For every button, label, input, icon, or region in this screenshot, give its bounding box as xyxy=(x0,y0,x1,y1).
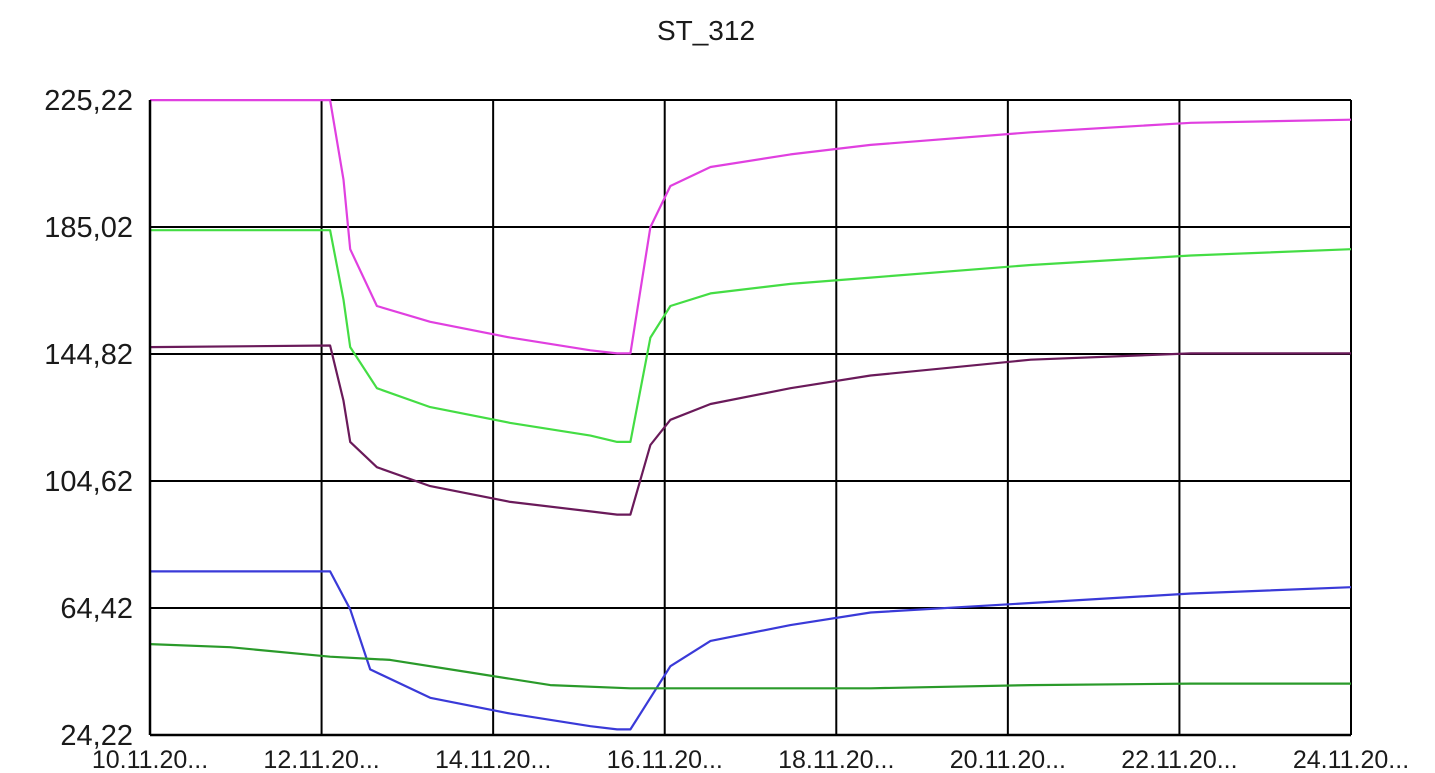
x-tick-label: 10.11.20... xyxy=(92,746,208,773)
chart-title: ST_312 xyxy=(657,15,755,46)
y-tick-label: 185,02 xyxy=(44,212,133,244)
x-tick-label: 16.11.20... xyxy=(607,746,723,773)
y-axis: 225,22 185,02 144,82 104,62 64,42 24,22 xyxy=(44,85,133,752)
series-line-4 xyxy=(150,570,1352,731)
x-tick-label: 14.11.20... xyxy=(435,746,551,773)
x-tick-label: 20.11.20... xyxy=(950,746,1066,773)
series-line-1 xyxy=(150,98,1352,355)
y-tick-label: 104,62 xyxy=(44,466,133,498)
y-tick-label: 144,82 xyxy=(44,339,133,371)
grid xyxy=(149,99,1352,736)
x-tick-label: 12.11.20... xyxy=(263,746,379,773)
x-axis: 10.11.20... 12.11.20... 14.11.20... 16.11.2… xyxy=(92,746,1409,773)
y-tick-label: 64,42 xyxy=(60,593,133,625)
plot-frame xyxy=(148,100,1351,737)
y-tick-label: 225,22 xyxy=(44,85,133,117)
series-line-5 xyxy=(149,643,1351,690)
series-group xyxy=(149,98,1352,731)
x-tick-label: 24.11.20... xyxy=(1293,746,1409,773)
series-line-2 xyxy=(150,229,1352,443)
x-tick-label: 22.11.20... xyxy=(1121,746,1237,773)
series-line-3 xyxy=(149,344,1351,516)
y-tick-label: 24,22 xyxy=(60,720,133,752)
x-tick-label: 18.11.20... xyxy=(778,746,894,773)
